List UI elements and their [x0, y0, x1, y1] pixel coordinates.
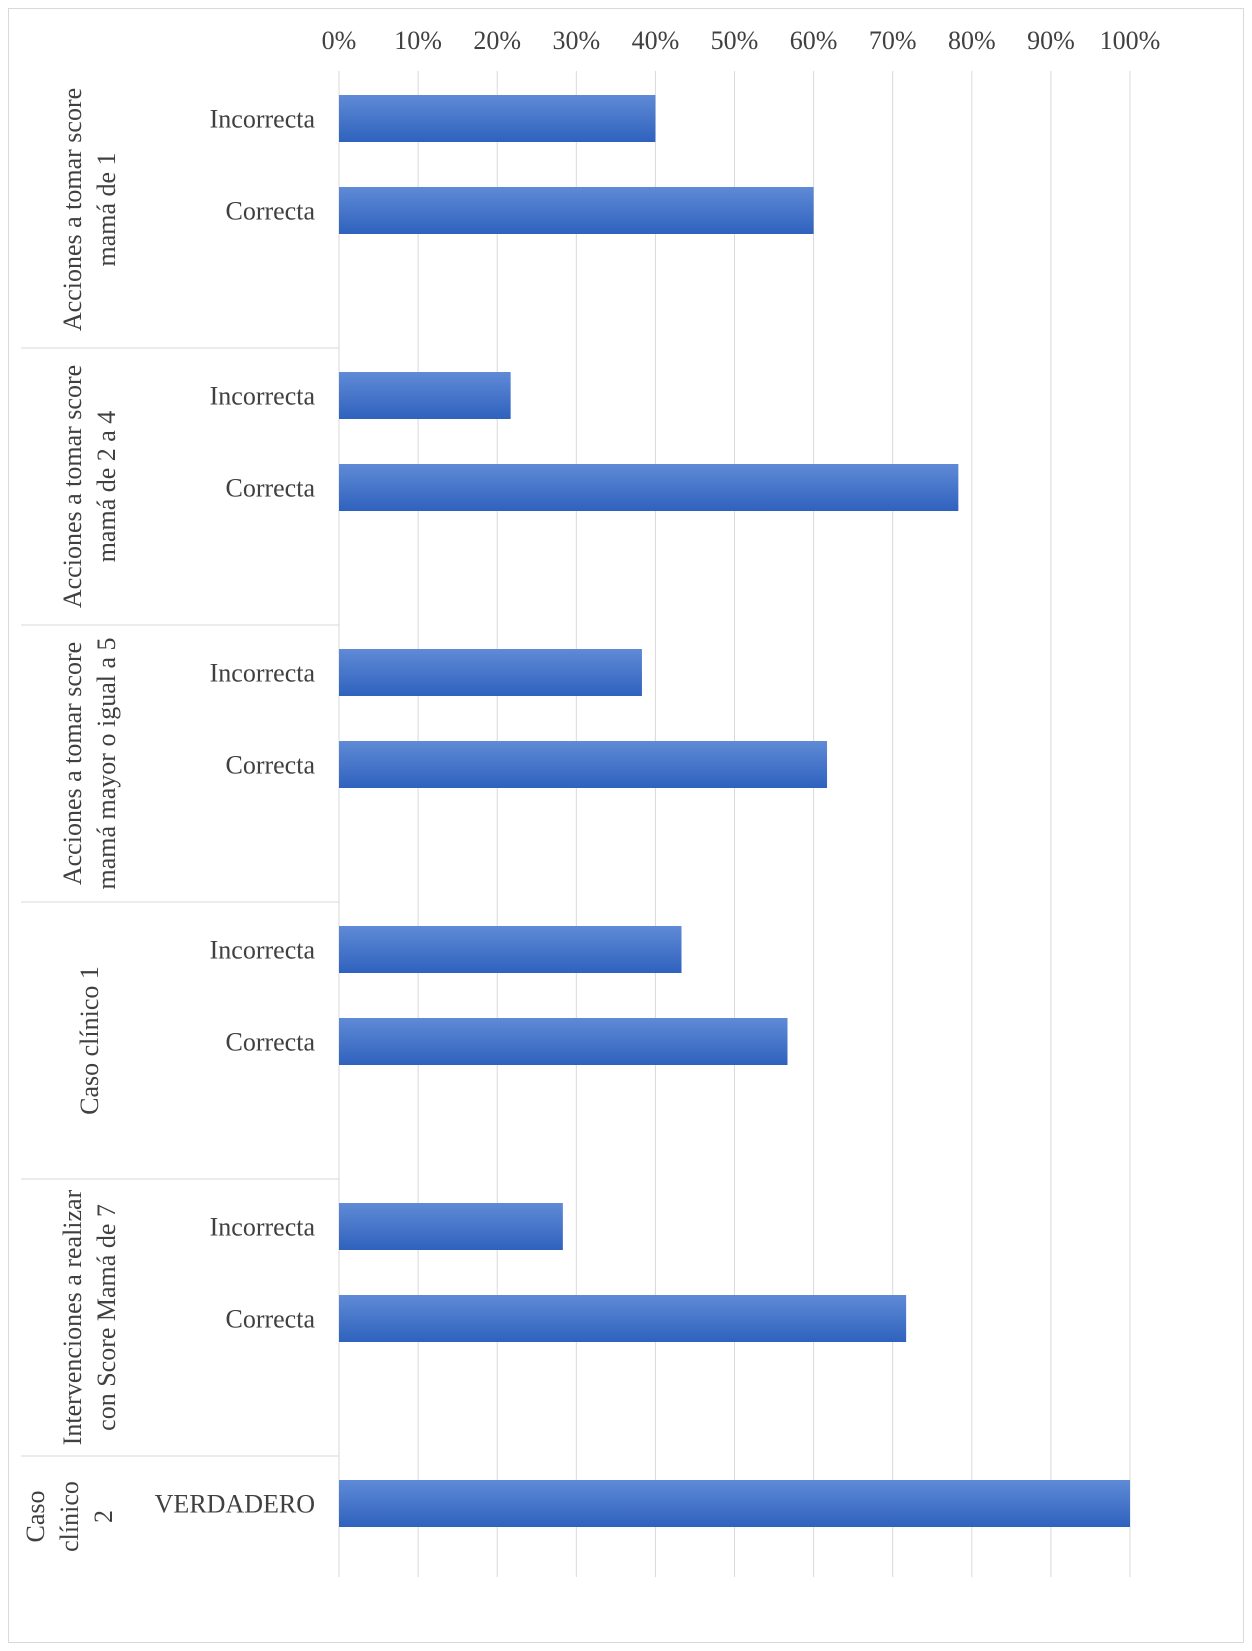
- bar-incorrecta: [339, 372, 511, 419]
- bar-correcta: [339, 1018, 788, 1065]
- x-axis-ticks: 0% 10% 20% 30% 40% 50% 60% 70% 80% 90% 100%: [322, 26, 1161, 55]
- x-tick-label: 80%: [948, 26, 996, 55]
- bar-chart: 0% 10% 20% 30% 40% 50% 60% 70% 80% 90% 100% Incorr…: [21, 26, 1161, 1577]
- group-label-line: Acciones a tomar score: [58, 88, 87, 331]
- category-labels: Incorrecta Correcta Incorrecta Correcta Inco…: [155, 105, 316, 1519]
- bar-incorrecta: [339, 1203, 563, 1250]
- category-label: Correcta: [225, 751, 315, 780]
- bar-incorrecta: [339, 95, 656, 142]
- category-label: Correcta: [225, 197, 315, 226]
- gridlines: [338, 71, 1131, 1577]
- x-tick-label: 90%: [1027, 26, 1075, 55]
- category-label: Incorrecta: [210, 382, 316, 411]
- group-label: Caso clínico 2: [21, 1481, 118, 1552]
- group-label-line: clínico: [55, 1481, 84, 1552]
- bars: [339, 95, 1130, 1527]
- category-label: Correcta: [225, 1305, 315, 1334]
- group-label-line: Caso: [21, 1491, 50, 1543]
- x-tick-label: 70%: [869, 26, 917, 55]
- x-tick-label: 0%: [322, 26, 357, 55]
- category-label: Incorrecta: [210, 936, 316, 965]
- category-label: VERDADERO: [155, 1490, 315, 1519]
- group-label-line: Acciones a tomar score: [58, 365, 87, 608]
- bar-correcta: [339, 464, 959, 511]
- x-tick-label: 10%: [394, 26, 442, 55]
- group-labels: Acciones a tomar score mamá de 1Acciones …: [21, 88, 121, 1552]
- group-label-line: 2: [89, 1510, 118, 1523]
- category-label: Correcta: [225, 474, 315, 503]
- group-label: Acciones a tomar score mamá de 1: [58, 88, 121, 331]
- bar-incorrecta: [339, 926, 682, 973]
- group-label: Caso clínico 1: [75, 966, 104, 1115]
- bar-correcta: [339, 187, 814, 234]
- bar-incorrecta: [339, 649, 642, 696]
- group-label-line: mamá de 1: [92, 152, 121, 266]
- bar-verdadero: [339, 1480, 1130, 1527]
- x-tick-label: 20%: [473, 26, 521, 55]
- x-tick-label: 40%: [632, 26, 680, 55]
- group-label-line: Intervenciones a realizar: [58, 1189, 87, 1445]
- x-tick-label: 100%: [1100, 26, 1161, 55]
- group-label: Acciones a tomar score mamá mayor o igual…: [58, 638, 121, 890]
- bar-correcta: [339, 1295, 907, 1342]
- category-label: Incorrecta: [210, 659, 316, 688]
- bar-correcta: [339, 741, 828, 788]
- chart-frame: 0% 10% 20% 30% 40% 50% 60% 70% 80% 90% 100% Incorr…: [8, 8, 1244, 1643]
- x-tick-label: 50%: [711, 26, 759, 55]
- x-tick-label: 60%: [790, 26, 838, 55]
- x-tick-label: 30%: [552, 26, 600, 55]
- group-label-line: con Score Mamá de 7: [92, 1204, 121, 1431]
- group-label-line: Acciones a tomar score: [58, 642, 87, 885]
- group-label: Intervenciones a realizar con Score Mamá …: [58, 1189, 121, 1445]
- category-label: Correcta: [225, 1028, 315, 1057]
- category-label: Incorrecta: [210, 1213, 316, 1242]
- group-label-line: mamá mayor o igual a 5: [92, 638, 121, 890]
- group-label: Acciones a tomar score mamá de 2 a 4: [58, 365, 121, 608]
- group-label-line: Caso clínico 1: [75, 966, 104, 1115]
- category-label: Incorrecta: [210, 105, 316, 134]
- group-label-line: mamá de 2 a 4: [92, 411, 121, 563]
